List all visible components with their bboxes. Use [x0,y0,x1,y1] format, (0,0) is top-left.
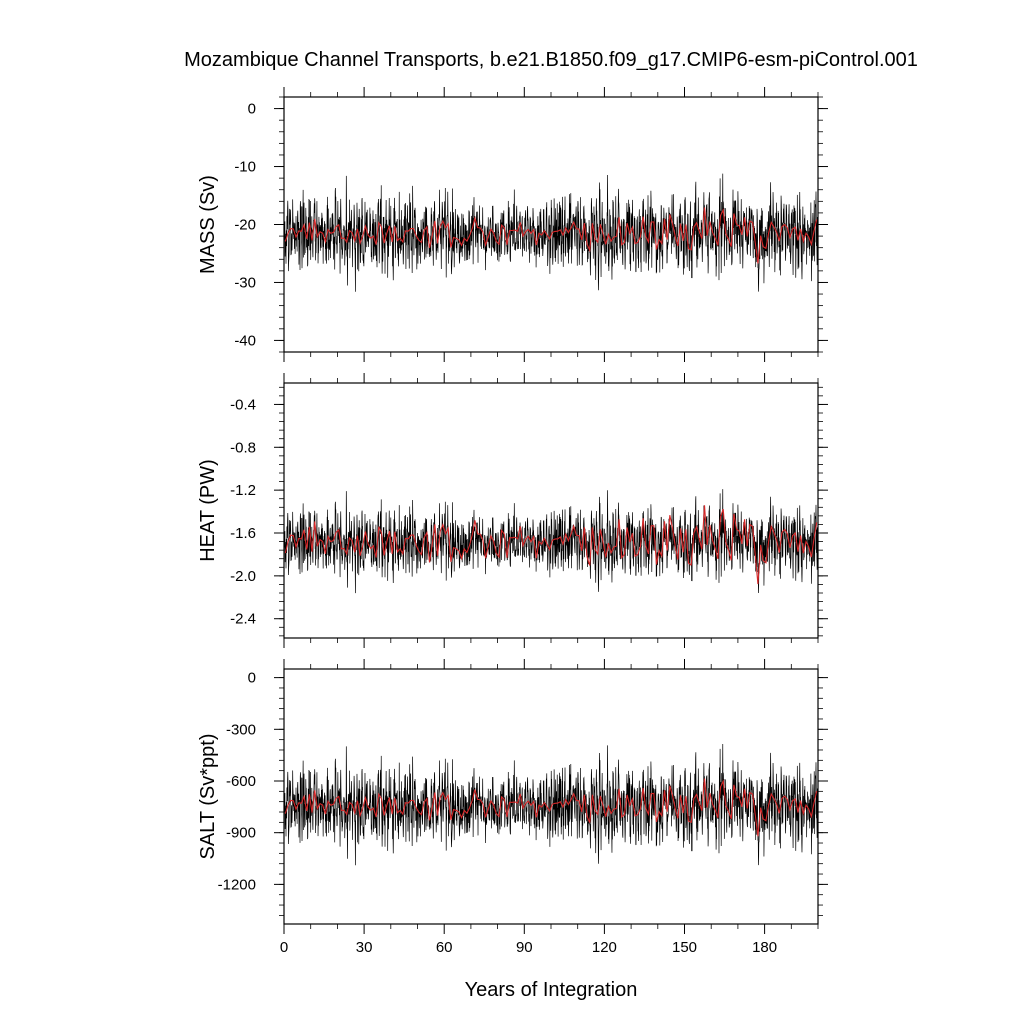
y-tick-label: -1.2 [230,482,256,499]
x-tick-label: 150 [672,939,697,956]
y-axis-label-heat: HEAT (PW) [197,459,219,562]
y-tick-label: -0.8 [230,439,256,456]
y-tick-label: -1.6 [230,525,256,542]
series-monthly-mass [283,173,819,292]
series-annual-salt [284,778,818,837]
y-tick-label: 0 [248,670,256,687]
figure-title: Mozambique Channel Transports, b.e21.B18… [184,49,918,71]
x-tick-label: 0 [280,939,288,956]
series-monthly-heat [283,489,819,594]
y-axis-label-mass: MASS (Sv) [197,175,219,274]
y-tick-label: -600 [226,773,256,790]
series-annual-heat [284,505,818,585]
x-tick-label: 30 [356,939,373,956]
series-annual-mass [284,207,818,264]
y-tick-label: -2.4 [230,611,256,628]
y-tick-label: -300 [226,721,256,738]
y-tick-label: 0 [248,101,256,118]
x-tick-label: 60 [436,939,453,956]
series-monthly-salt [283,743,819,866]
x-tick-label: 180 [752,939,777,956]
panel-salt: 0 -300 -600 -900 -1200 0 30 60 90 120 150 180 SALT (… [197,659,828,956]
y-tick-label: -30 [234,274,256,291]
y-axis-label-salt: SALT (Sv*ppt) [197,734,219,860]
panel-mass: 0 -10 -20 -30 -40 MASS (Sv) [197,87,828,362]
y-tick-label: -0.4 [230,396,256,413]
y-tick-label: -1200 [218,876,256,893]
x-tick-label: 120 [592,939,617,956]
y-tick-label: -900 [226,825,256,842]
x-tick-label: 90 [516,939,533,956]
y-tick-label: -2.0 [230,568,256,585]
y-tick-label: -20 [234,217,256,234]
y-tick-label: -10 [234,159,256,176]
y-tick-label: -40 [234,332,256,349]
panel-heat: -0.4 -0.8 -1.2 -1.6 -2.0 -2.4 HEAT (PW) [197,373,828,648]
x-axis-label: Years of Integration [465,979,638,1001]
